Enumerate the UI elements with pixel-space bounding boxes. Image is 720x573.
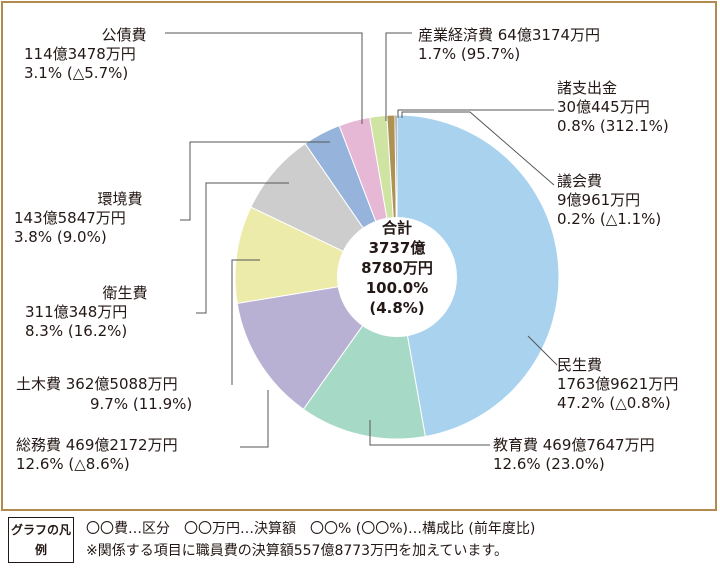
slice-label: 9.7% (11.9%) (90, 395, 192, 413)
center-label-line: 8780万円 (361, 259, 433, 277)
slice-label: 0.8% (312.1%) (557, 117, 669, 135)
leader-line (369, 420, 490, 446)
center-label-line: 合計 (381, 219, 412, 237)
chart-frame (1, 1, 717, 511)
slice-label: 土木費 362億5088万円 (16, 375, 178, 393)
slice-label: 環境費 (97, 190, 142, 208)
slice-label: 114億3478万円 (24, 45, 136, 63)
slice-label: 諸支出金 (557, 79, 617, 97)
leader-line (385, 32, 412, 121)
slice-label: 30億445万円 (557, 98, 650, 116)
leader-line (231, 259, 260, 385)
slice-label: 9億961万円 (557, 191, 640, 209)
legend-title: グラフの凡例 (8, 517, 74, 563)
center-label-line: 3737億 (369, 239, 426, 257)
center-label-line: (4.8%) (369, 299, 424, 317)
slice-label: 143億5847万円 (14, 209, 126, 227)
legend-description: 〇〇費…区分 〇〇万円…決算額 〇〇% (〇〇%)…構成比 (前年度比) (86, 521, 536, 537)
slice-label: 311億348万円 (25, 303, 127, 321)
leader-line (401, 111, 555, 186)
pie-chart: 合計 3737億 8780万円 100.0% (4.8%) 民生費1763億9621万円… (14, 26, 678, 473)
slice-label: 衛生費 (102, 284, 147, 302)
center-label-line: 100.0% (366, 279, 428, 297)
slice-label: 産業経済費 64億3174万円 (418, 26, 600, 44)
leader-line (527, 335, 558, 366)
slice-label: 3.8% (9.0%) (14, 228, 107, 246)
leader-line (196, 182, 289, 314)
slice-label: 総務費 469億2172万円 (16, 436, 178, 454)
slice-label: 民生費 (557, 356, 602, 374)
legend-note: ※関係する項目に職員費の決算額557億8773万円を加えています。 (86, 543, 508, 559)
slice-label: 公債費 (101, 26, 146, 44)
donut-hole (337, 217, 457, 337)
slice-label: 3.1% (△5.7%) (24, 64, 128, 82)
slice-label: 1.7% (95.7%) (418, 45, 520, 63)
leader-line (240, 390, 269, 448)
slice-label: 12.6% (23.0%) (493, 455, 605, 473)
slice-label: 議会費 (557, 172, 602, 190)
slice-label: 1763億9621万円 (557, 375, 678, 393)
slice-label: 0.2% (△1.1%) (557, 210, 661, 228)
slice-label: 47.2% (△0.8%) (557, 394, 671, 412)
pie-slice-9 (394, 114, 398, 278)
slice-label: 12.6% (△8.6%) (16, 455, 130, 473)
slice-label: 8.3% (16.2%) (25, 322, 127, 340)
slice-label: 教育費 469億7647万円 (493, 436, 655, 454)
leader-line (180, 141, 330, 221)
leader-line (165, 32, 363, 124)
pie-slice-0 (396, 114, 560, 438)
leader-line (397, 109, 554, 118)
